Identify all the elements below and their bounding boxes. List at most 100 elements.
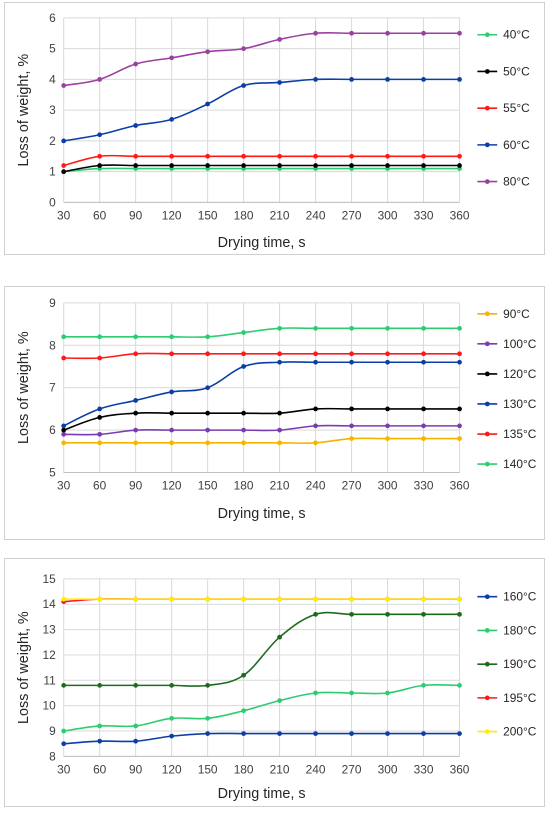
chart-2-x-tick-label: 60 [93,478,107,492]
chart-3-data-point [385,731,390,736]
chart-2-data-point [277,410,282,416]
chart-2-data-point [169,334,175,340]
chart-1-legend-item-60c: 60°C [477,138,530,152]
chart-3-data-point [457,682,462,688]
chart-2-data-point [457,359,462,365]
chart-1-series-line [63,154,460,167]
chart-1-y-tick-label: 4 [49,72,56,86]
chart-1-data-point [169,153,175,159]
chart-2-data-point [385,351,390,357]
chart-1-data-point [277,80,282,85]
chart-1-data-point [421,30,426,36]
chart-2-data-point [385,436,390,441]
chart-2-data-point [457,406,462,412]
chart-2-data-point [277,359,282,365]
chart-1-x-tick-label: 300 [378,208,398,222]
chart-2-data-point [277,325,282,331]
chart-1-legend-label: 50°C [503,64,530,78]
chart-2-y-tick-label: 7 [49,381,56,395]
chart-1-data-point [133,153,139,159]
chart-3-legend-label: 160°C [503,590,537,604]
chart-1-data-point [313,77,318,82]
chart-2-data-point [61,427,67,433]
chart-3-legend-swatch-marker [484,628,490,633]
chart-2-series-90c [61,436,462,446]
chart-2-data-point [97,355,103,361]
chart-1-data-point [133,123,139,128]
chart-3-data-point [241,596,246,602]
chart-3-data-point [241,708,246,714]
chart-2-data-point [313,359,318,365]
chart-3-data-point [313,596,318,602]
chart-3-y-tick-label: 15 [43,572,57,586]
chart-2-legend-item-135c: 135°C [477,427,537,441]
chart-1-x-tick-label: 210 [270,208,290,222]
chart-1-data-point [349,30,354,36]
chart-1-y-axis-title: Loss of weight, % [16,54,32,167]
chart-2-x-tick-label: 30 [57,478,71,492]
chart-3-x-tick-label: 270 [342,762,362,776]
chart-3-y-tick-label: 11 [43,673,56,687]
chart-2-data-point [421,325,426,331]
chart-2-series-100c [61,423,462,437]
chart-2-data-point [385,325,390,331]
chart-3-data-point [169,715,175,721]
chart-1-data-point [205,101,211,107]
chart-1-y-tick-label: 3 [49,103,56,117]
chart-1-data-point [457,77,462,82]
chart-3-series-200c [61,596,462,602]
chart-3-data-point [457,596,462,602]
chart-3-legend-item-160c: 160°C [477,590,537,604]
chart-3-data-point [349,596,354,602]
chart-1-data-point [421,153,426,159]
chart-2-x-tick-label: 150 [198,478,218,492]
chart-3-data-point [97,596,103,602]
chart-2-series-135c [61,351,462,361]
chart-2-data-point [277,427,282,433]
chart-2-legend-item-130c: 130°C [477,397,537,411]
chart-1-legend-swatch-marker [484,105,490,111]
chart-3-x-tick-label: 300 [378,762,398,776]
chart-3-data-point [349,731,354,736]
chart-2-data-point [277,440,282,446]
chart-1-series-80c [61,30,462,88]
chart-3-legend-swatch-marker [484,695,490,701]
chart-3-series-180c [61,682,462,734]
chart-1-legend-swatch-marker [484,32,490,38]
chart-1-data-point [205,163,211,168]
chart-3-data-point [241,672,246,678]
chart-2-legend-swatch-marker [484,401,490,407]
chart-2-data-point [61,440,67,446]
chart-3-series-195c [61,596,462,605]
chart-2-y-tick-label: 6 [49,423,56,437]
chart-3-data-point [385,596,390,602]
chart-1-data-point [349,163,354,168]
chart-2-data-point [169,427,175,433]
chart-1-data-point [457,163,462,168]
chart-1-data-point [133,61,139,67]
chart-1-legend-swatch-marker [484,69,490,74]
chart-3-data-point [277,596,282,602]
chart-1-x-axis-title: Drying time, s [218,235,306,251]
chart-2-x-tick-label: 180 [234,478,254,492]
chart-3-series-190c [61,611,462,688]
chart-1-data-point [385,163,390,168]
chart-2-data-point [349,406,354,412]
chart-1-data-point [313,30,318,36]
chart-2-data-point [421,406,426,412]
chart-3-series-line [63,683,460,732]
chart-2-data-point [313,440,318,446]
chart-1-legend-item-80c: 80°C [477,175,530,189]
chart-2-data-point [205,351,211,357]
chart-3-data-point [277,634,282,640]
chart-2-data-point [277,351,282,357]
chart-2-data-point [97,334,103,340]
chart-3-data-point [241,731,246,736]
chart-3-data-point [97,682,103,688]
chart-1-data-point [313,163,318,168]
chart-1-y-tick-label: 5 [49,42,56,56]
chart-3-y-tick-label: 12 [43,648,57,662]
chart-1-data-point [457,30,462,36]
chart-3-x-tick-label: 330 [414,762,434,776]
chart-3-legend-swatch-marker [484,594,490,600]
